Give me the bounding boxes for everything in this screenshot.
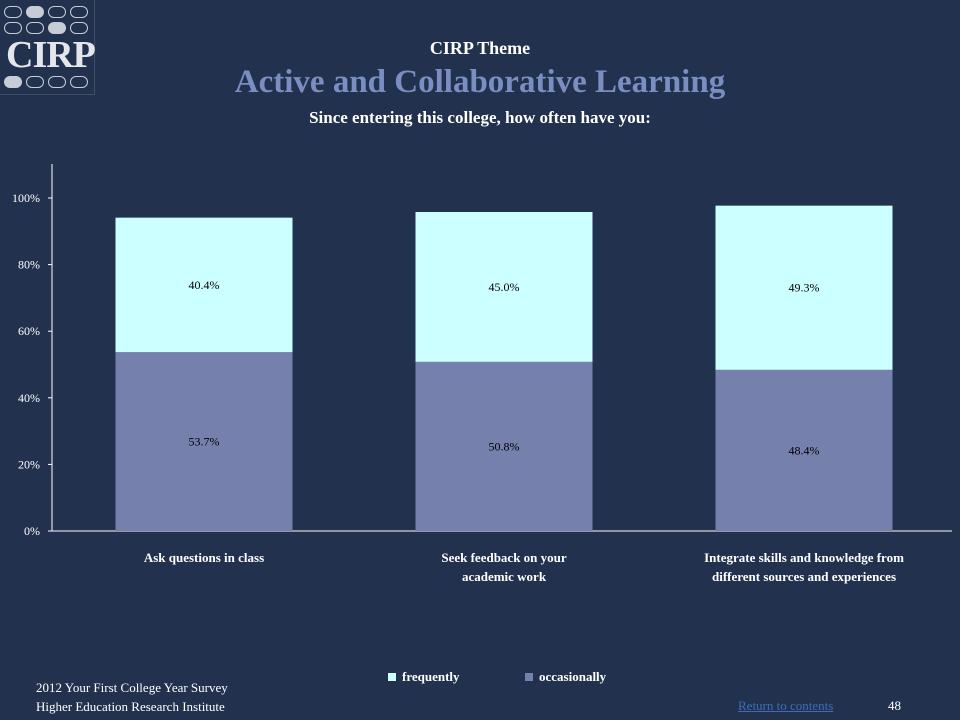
logo-dot xyxy=(26,22,44,34)
logo-dot xyxy=(4,6,22,18)
footer-survey-name: 2012 Your First College Year Survey xyxy=(36,680,228,695)
legend-swatch-frequently xyxy=(388,673,396,681)
return-to-contents-link[interactable]: Return to contents xyxy=(738,698,834,713)
page-title: Active and Collaborative Learning xyxy=(234,64,726,100)
y-tick-label: 0% xyxy=(24,524,40,538)
bar-occasionally xyxy=(715,369,893,531)
legend-label-occasionally: occasionally xyxy=(539,669,607,684)
logo-dot xyxy=(26,6,44,18)
y-tick-label: 40% xyxy=(18,391,40,405)
logo-dot xyxy=(4,76,22,88)
bar-frequently xyxy=(415,211,593,362)
category-label: Integrate skills and knowledge from diffe… xyxy=(654,548,954,586)
data-label-occasionally: 48.4% xyxy=(789,443,820,457)
cirp-logo: CIRP xyxy=(0,0,96,96)
stacked-bar-chart: 0% 20% 40% 60% 80% 100% 53.7% 40.4% 50.8% 45.0% 48… xyxy=(12,164,952,538)
footer-institute: Higher Education Research Institute xyxy=(36,699,225,714)
bar-frequently xyxy=(115,217,293,353)
logo-dot xyxy=(26,76,44,88)
legend-swatch-occasionally xyxy=(525,673,533,681)
theme-label: CIRP Theme xyxy=(429,38,531,58)
category-label-line: Ask questions in class xyxy=(143,550,265,565)
logo-dot xyxy=(4,22,22,34)
logo-dot xyxy=(70,76,88,88)
logo-dot xyxy=(48,76,66,88)
page-number: 48 xyxy=(888,698,901,713)
y-tick-label: 100% xyxy=(12,191,40,205)
category-label-line: Integrate skills and knowledge from xyxy=(704,550,904,565)
legend-label-frequently: frequently xyxy=(402,669,460,684)
bar-occasionally xyxy=(115,352,293,531)
data-label-occasionally: 50.8% xyxy=(489,439,520,453)
data-label-occasionally: 53.7% xyxy=(189,435,220,449)
data-label-frequently: 40.4% xyxy=(189,278,220,292)
y-tick-label: 60% xyxy=(18,324,40,338)
category-label-line: academic work xyxy=(461,569,547,584)
category-label: Ask questions in class xyxy=(54,548,354,567)
logo-dot xyxy=(70,22,88,34)
logo-dot xyxy=(70,6,88,18)
logo-dot xyxy=(48,22,66,34)
logo-frame xyxy=(0,0,95,95)
legend-item-frequently: frequently xyxy=(388,669,460,685)
data-label-frequently: 49.3% xyxy=(789,281,820,295)
category-label-line: different sources and experiences xyxy=(711,569,897,584)
y-tick-label: 20% xyxy=(18,457,40,471)
category-label: Seek feedback on your academic work xyxy=(354,548,654,586)
bar-frequently xyxy=(715,205,893,370)
y-tick-label: 80% xyxy=(18,258,40,272)
legend-item-occasionally: occasionally xyxy=(525,669,606,685)
chart-subtitle: Since entering this college, how often h… xyxy=(309,108,651,127)
bar-occasionally xyxy=(415,361,593,531)
logo-text: CIRP xyxy=(6,34,96,76)
category-label-line: Seek feedback on your xyxy=(441,550,567,565)
data-label-frequently: 45.0% xyxy=(489,280,520,294)
logo-dot xyxy=(48,6,66,18)
